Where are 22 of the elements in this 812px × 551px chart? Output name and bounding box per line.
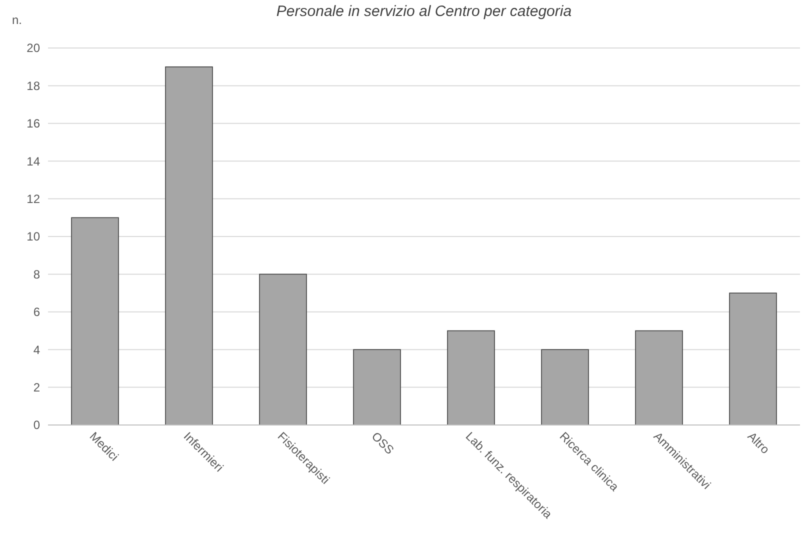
chart-title: Personale in servizio al Centro per categoria bbox=[276, 3, 572, 20]
y-axis-title: n. bbox=[12, 13, 22, 27]
bar bbox=[165, 66, 213, 426]
bar bbox=[259, 274, 307, 426]
y-tick-label: 20 bbox=[26, 41, 40, 56]
y-tick-label: 4 bbox=[33, 342, 40, 357]
y-tick-label: 8 bbox=[33, 267, 40, 282]
x-tick-label: Altro bbox=[744, 429, 772, 457]
y-tick-label: 16 bbox=[26, 116, 40, 131]
bar bbox=[729, 292, 777, 426]
bar bbox=[541, 349, 589, 426]
bar bbox=[447, 330, 495, 426]
y-tick-label: 18 bbox=[26, 78, 40, 93]
bar bbox=[635, 330, 683, 426]
y-tick-label: 10 bbox=[26, 230, 40, 244]
y-tick-label: 12 bbox=[26, 192, 40, 206]
y-tick-label: 2 bbox=[33, 380, 40, 394]
bar bbox=[71, 217, 119, 426]
y-tick-label: 6 bbox=[33, 305, 40, 320]
y-tick-label: 14 bbox=[26, 154, 40, 168]
bar bbox=[353, 349, 401, 426]
y-tick-label: 0 bbox=[33, 418, 40, 432]
